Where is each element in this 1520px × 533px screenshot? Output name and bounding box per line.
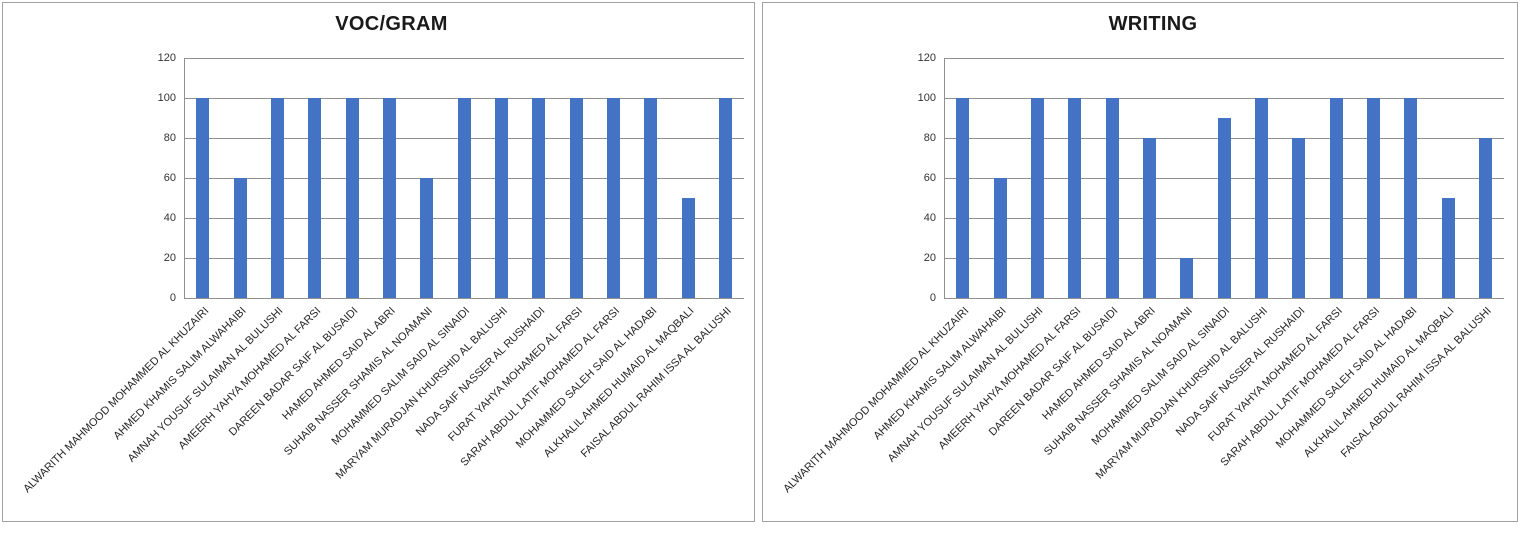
bar-9 xyxy=(494,98,508,298)
bar-11 xyxy=(569,98,583,298)
bar-2 xyxy=(993,178,1007,298)
bar-10 xyxy=(1292,138,1306,298)
bar-6 xyxy=(1142,138,1156,298)
bar-1 xyxy=(196,98,210,298)
bar-1 xyxy=(956,98,970,298)
bar-14 xyxy=(681,198,695,298)
category-label: FURAT YAHYA MOHAMED AL FARSI xyxy=(445,305,585,444)
y-axis-tick-label: 120 xyxy=(157,52,176,64)
bar-9 xyxy=(1254,98,1268,298)
category-label: MARYAM MURADJAN KHURSHID AL BALUSHI xyxy=(1093,305,1270,482)
category-label: FURAT YAHYA MOHAMED AL FARSI xyxy=(1205,305,1345,444)
bar-13 xyxy=(1404,98,1418,298)
category-label: MOHAMMED SALIM SAID AL SINAIDI xyxy=(1089,305,1233,448)
bar-10 xyxy=(532,98,546,298)
bar-15 xyxy=(1478,138,1492,298)
category-label: MOHAMMED SALEH SAID AL HADABI xyxy=(513,305,660,451)
bar-8 xyxy=(457,98,471,298)
y-axis-tick-label: 40 xyxy=(163,212,176,224)
bar-7 xyxy=(420,178,434,298)
bar-4 xyxy=(308,98,322,298)
y-axis-tick-label: 0 xyxy=(169,292,176,304)
y-axis-tick-label: 80 xyxy=(163,132,176,144)
gridline-120 xyxy=(184,58,744,59)
bar-7 xyxy=(1180,258,1194,298)
y-axis-tick-label: 20 xyxy=(923,252,936,264)
category-label: AMNAH YOUSUF SULAIMAN AL BULUSHI xyxy=(886,305,1046,465)
chart-title-writing: WRITING xyxy=(1108,13,1198,35)
y-axis-tick-label: 120 xyxy=(917,52,936,64)
gridline-100 xyxy=(944,98,1504,99)
bar-5 xyxy=(345,98,359,298)
bar-12 xyxy=(1366,98,1380,298)
y-axis-line xyxy=(944,58,945,298)
y-axis-tick-label: 0 xyxy=(929,292,936,304)
bar-11 xyxy=(1329,98,1343,298)
bar-15 xyxy=(718,98,732,298)
category-label: MOHAMMED SALIM SAID AL SINAIDI xyxy=(329,305,473,448)
category-label: MARYAM MURADJAN KHURSHID AL BALUSHI xyxy=(333,305,510,482)
bar-8 xyxy=(1217,118,1231,298)
gridline-0 xyxy=(944,298,1504,299)
y-axis-tick-label: 100 xyxy=(917,92,936,104)
chart-title-voc-gram: VOC/GRAM xyxy=(335,13,448,35)
y-axis-tick-label: 20 xyxy=(163,252,176,264)
y-axis-tick-label: 100 xyxy=(157,92,176,104)
bar-6 xyxy=(382,98,396,298)
bar-5 xyxy=(1105,98,1119,298)
gridline-120 xyxy=(944,58,1504,59)
category-label: MOHAMMED SALEH SAID AL HADABI xyxy=(1273,305,1420,451)
bar-2 xyxy=(233,178,247,298)
gridline-0 xyxy=(184,298,744,299)
y-axis-tick-label: 80 xyxy=(923,132,936,144)
chart-voc-gram: VOC/GRAM 0 20 40 60 80 100 120 ALWARITH MAHMOOD… xyxy=(2,2,755,522)
y-axis-line xyxy=(184,58,185,298)
bar-3 xyxy=(270,98,284,298)
y-axis-tick-label: 60 xyxy=(923,172,936,184)
category-label: AHMED KHAMIS SALIM ALWAHAIBI xyxy=(111,305,249,443)
bar-14 xyxy=(1441,198,1455,298)
plot-area-writing: 0 20 40 60 80 100 120 ALWARITH MAHMOOD MOHAMMED… xyxy=(763,3,1517,521)
category-label: AMNAH YOUSUF SULAIMAN AL BULUSHI xyxy=(126,305,286,465)
bar-4 xyxy=(1068,98,1082,298)
category-label: AHMED KHAMIS SALIM ALWAHAIBI xyxy=(871,305,1009,443)
bar-3 xyxy=(1030,98,1044,298)
bar-13 xyxy=(644,98,658,298)
plot-area-voc-gram: 0 20 40 60 80 100 120 ALWARITH MAHMOOD MOHAMMED… xyxy=(3,3,754,521)
chart-writing: WRITING 0 20 40 60 80 100 120 ALWARITH MAHMOOD … xyxy=(762,2,1518,522)
y-axis-tick-label: 40 xyxy=(923,212,936,224)
y-axis-tick-label: 60 xyxy=(163,172,176,184)
bar-12 xyxy=(606,98,620,298)
